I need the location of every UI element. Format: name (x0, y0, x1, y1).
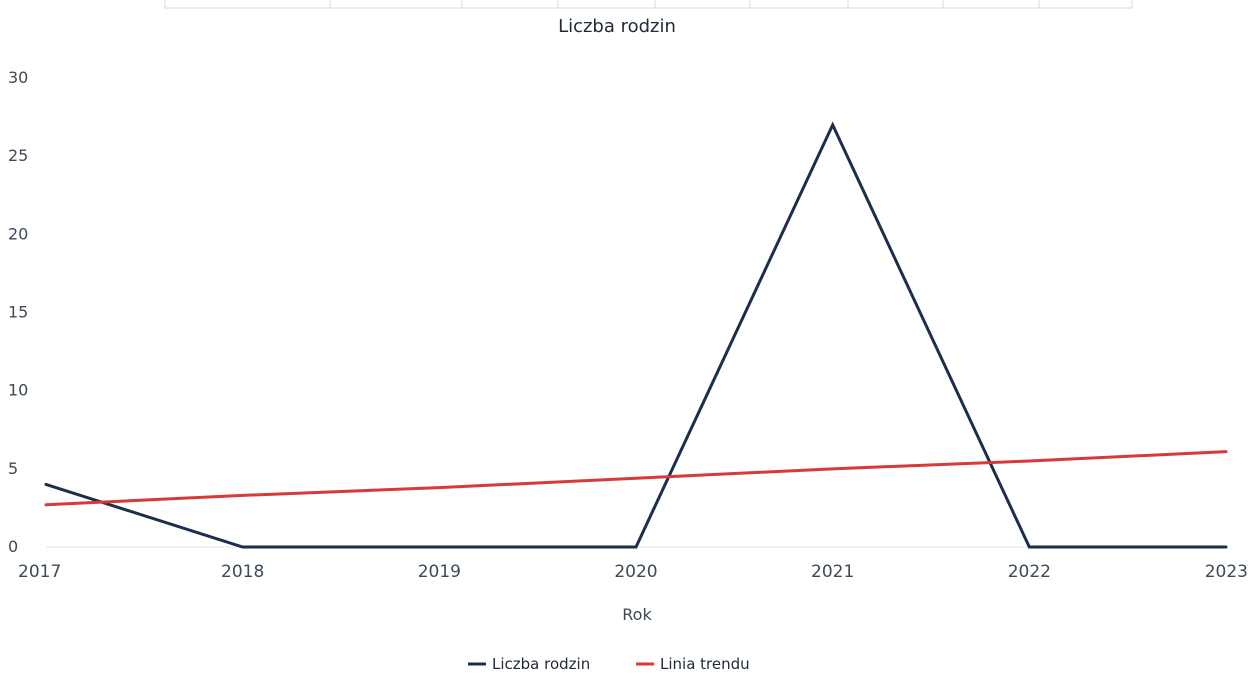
y-tick-label: 15 (8, 303, 28, 322)
y-tick-label: 20 (8, 224, 28, 243)
x-tick-label: 2017 (18, 562, 61, 582)
x-axis-ticks: 2017 2018 2019 2020 2021 2022 2023 (18, 562, 1248, 582)
series-line-linia-trendu (44, 450, 1228, 507)
x-axis-title: Rok (622, 605, 652, 624)
y-axis-ticks: 0 5 10 15 20 25 30 (8, 68, 28, 556)
x-tick-label: 2018 (221, 562, 264, 582)
y-tick-label: 30 (8, 68, 28, 87)
legend-label: Linia trendu (660, 655, 750, 673)
x-tick-label: 2020 (614, 562, 657, 582)
x-tick-label: 2021 (811, 562, 854, 582)
cropped-table-remnant (164, 0, 1133, 9)
y-tick-label: 10 (8, 381, 28, 400)
x-tick-label: 2022 (1008, 562, 1051, 582)
y-tick-label: 0 (8, 537, 18, 556)
legend: Liczba rodzin Linia trendu (468, 655, 750, 673)
y-tick-label: 5 (8, 459, 18, 478)
series-line-liczba-rodzin (44, 121, 1228, 549)
y-tick-label: 25 (8, 146, 28, 165)
series-layer (44, 121, 1228, 549)
legend-label: Liczba rodzin (492, 655, 590, 673)
x-tick-label: 2023 (1205, 562, 1248, 582)
x-tick-label: 2019 (418, 562, 461, 582)
chart-title: Liczba rodzin (558, 16, 676, 37)
